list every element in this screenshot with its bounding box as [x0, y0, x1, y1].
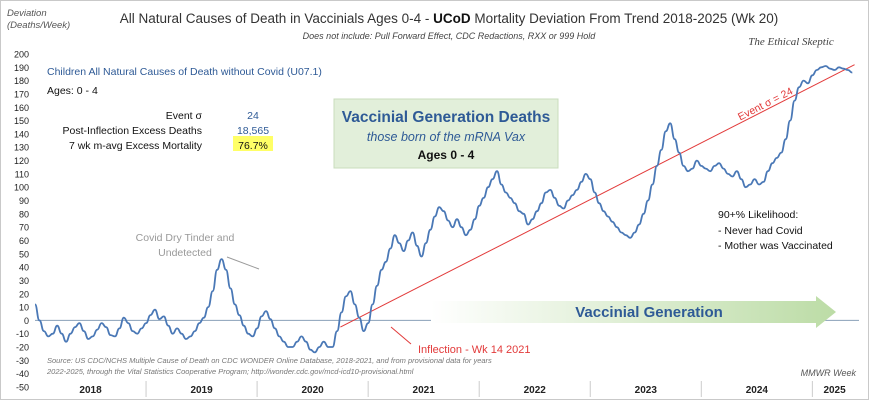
y-axis-label-line2: (Deaths/Week): [7, 20, 70, 31]
y-tick-label: 120: [14, 156, 29, 166]
title-bold: UCoD: [433, 11, 471, 26]
stat-label-1: Post-Inflection Excess Deaths: [63, 125, 202, 137]
y-tick-label: -40: [16, 369, 29, 379]
stat-label-2: 7 wk m-avg Excess Mortality: [69, 140, 203, 152]
y-tick-label: 110: [15, 169, 29, 179]
trend-label: Event σ = 24: [736, 85, 795, 123]
title-part2: Mortality Deviation From Trend 2018-2025…: [471, 11, 779, 26]
y-tick-label: 170: [14, 89, 29, 99]
y-tick-label: 180: [14, 76, 29, 86]
x-tick-label: 2020: [302, 385, 325, 396]
x-tick-label: 2021: [413, 385, 436, 396]
source-line2: 2022-2025, through the Vital Statistics …: [46, 367, 414, 376]
y-tick-label: 50: [19, 249, 29, 259]
y-tick-label: -50: [16, 383, 29, 393]
likelihood-title: 90+% Likelihood:: [718, 209, 798, 221]
y-tick-label: 140: [14, 129, 29, 139]
y-tick-label: 150: [14, 116, 29, 126]
y-tick-label: -30: [16, 356, 29, 366]
y-tick-label: 200: [14, 50, 29, 60]
vaccinial-generation-arrow: [431, 296, 836, 328]
x-tick-label: 2024: [746, 385, 769, 396]
y-tick-label: -10: [16, 329, 29, 339]
trend-line: [340, 64, 855, 328]
inflection-label: Inflection - Wk 14 2021: [418, 344, 531, 356]
x-tick-label: 2022: [524, 385, 547, 396]
y-tick-label: 40: [19, 263, 29, 273]
x-axis-ticks: 2018 2019 2020 2021 2022 2023 2024 2025: [79, 381, 846, 397]
y-tick-label: 30: [19, 276, 29, 286]
chart-title: All Natural Causes of Death in Vaccinial…: [120, 11, 779, 26]
y-tick-label: 60: [19, 236, 29, 246]
x-tick-label: 2019: [190, 385, 213, 396]
box-subtitle: those born of the mRNA Vax: [367, 130, 526, 144]
stat-value-2: 76.7%: [238, 140, 268, 152]
y-tick-label: 130: [14, 143, 29, 153]
x-tick-label: 2018: [79, 385, 102, 396]
stat-value-0: 24: [247, 110, 259, 122]
ages-label: Ages: 0 - 4: [47, 85, 98, 97]
likelihood-item-0: - Never had Covid: [718, 225, 803, 237]
series-line: [34, 65, 853, 354]
y-axis-ticks: -50 -40 -30 -20 -10 0 10 20 30 40 50 60 70 80 90 100 110…: [14, 50, 29, 393]
vaccinial-deaths-box: [333, 98, 559, 169]
covid-note-line1: Covid Dry Tinder and: [136, 232, 235, 244]
x-axis-label: MMWR Week: [801, 368, 857, 378]
highlight-box: [233, 136, 273, 151]
box-ages: Ages 0 - 4: [418, 148, 475, 162]
series-title: Children All Natural Causes of Death wit…: [47, 66, 322, 78]
covid-note-line2: Undetected: [158, 247, 212, 259]
covid-note-pointer: [226, 256, 260, 270]
y-tick-label: 100: [14, 183, 29, 193]
inflection-pointer: [390, 326, 412, 345]
y-tick-label: 70: [19, 223, 29, 233]
source-line1: Source: US CDC/NCHS Multiple Cause of De…: [47, 356, 492, 365]
y-axis-label-line1: Deviation: [7, 8, 47, 19]
x-tick-label: 2025: [823, 385, 846, 396]
y-tick-label: 0: [24, 316, 29, 326]
y-tick-label: -20: [16, 343, 29, 353]
y-tick-label: 160: [14, 103, 29, 113]
box-title: Vaccinial Generation Deaths: [342, 109, 550, 126]
brand-watermark: The Ethical Skeptic: [748, 36, 834, 48]
y-tick-label: 90: [19, 196, 29, 206]
y-tick-label: 10: [19, 303, 29, 313]
likelihood-item-1: - Mother was Vaccinated: [718, 240, 833, 252]
x-tick-label: 2023: [635, 385, 658, 396]
stat-label-0: Event σ: [166, 110, 203, 122]
y-tick-label: 190: [14, 63, 29, 73]
stat-value-1: 18,565: [237, 125, 269, 137]
y-tick-label: 80: [19, 209, 29, 219]
y-tick-label: 20: [19, 289, 29, 299]
arrow-label: Vaccinial Generation: [575, 304, 723, 321]
title-part1: All Natural Causes of Death in Vaccinial…: [120, 11, 433, 26]
chart-subtitle: Does not include: Pull Forward Effect, C…: [303, 31, 597, 41]
